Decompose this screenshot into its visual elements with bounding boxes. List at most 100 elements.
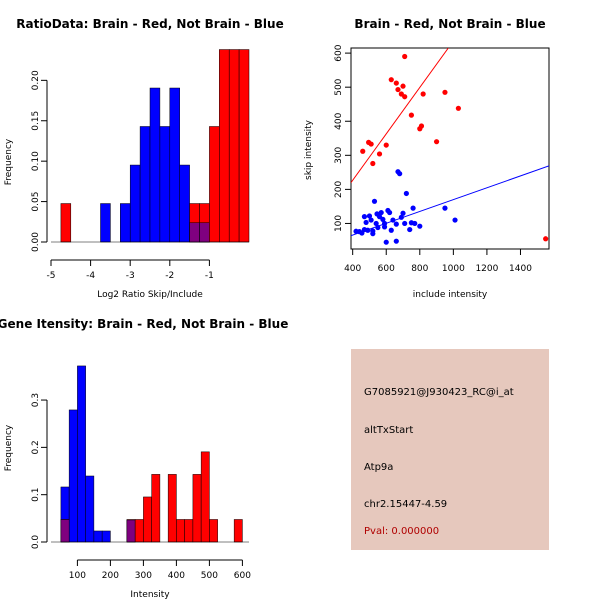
scatter-point-brain-0 xyxy=(360,148,366,154)
ratio-histogram-ylabel: Frequency xyxy=(4,138,14,185)
scatter-point-brain-5 xyxy=(383,142,389,148)
intensity-hist-y-tick-label-3: 0.3 xyxy=(31,393,41,407)
scatter-y-tick-label-3: 400 xyxy=(334,112,344,129)
scatter-plot-frame xyxy=(350,47,550,250)
scatter-point-not-brain-26 xyxy=(402,220,408,227)
ratio-hist-bar-overlap-3 xyxy=(199,222,210,243)
intensity-hist-bar-not-brain-3 xyxy=(85,475,95,543)
ratio-hist-x-tick-label-0: -5 xyxy=(47,271,56,281)
intensity-hist-bar-brain-9 xyxy=(200,451,210,543)
scatter-point-brain-17 xyxy=(433,139,440,145)
intensity-hist-x-tick-label-5: 600 xyxy=(234,571,251,581)
scatter-point-not-brain-6 xyxy=(366,213,373,219)
ratio-hist-x-tick-label-4: -1 xyxy=(205,271,214,281)
scatter-x-tick-label-0: 400 xyxy=(344,264,361,274)
ratio-hist-y-tick-label-2: 0.10 xyxy=(31,151,41,171)
scatter-x-tick-label-2: 800 xyxy=(411,264,428,274)
intensity-hist-x-tick-label-2: 300 xyxy=(135,571,152,581)
gene-symbol: Atp9a xyxy=(364,462,394,473)
scatter-point-not-brain-17 xyxy=(383,239,389,245)
scatter-point-not-brain-30 xyxy=(410,205,416,211)
intensity-hist-bar-brain-8 xyxy=(192,474,202,543)
scatter-y-tick-label-4: 500 xyxy=(334,78,344,95)
scatter-fit-line-brain xyxy=(351,48,449,183)
intensity-histogram-axes: 100 200 300 400 500 600 0.0 0.1 0.2 0.3 xyxy=(31,393,251,581)
ratio-hist-bar-brain-6 xyxy=(228,49,240,243)
ratio-hist-bar-not-brain-3 xyxy=(139,126,151,243)
intensity-histogram-bars xyxy=(51,365,249,543)
ratio-hist-x-tick-label-1: -4 xyxy=(86,271,95,281)
scatter-point-not-brain-12 xyxy=(375,224,381,231)
ratio-hist-bar-not-brain-1 xyxy=(120,203,131,243)
intensity-hist-bar-brain-4 xyxy=(151,474,161,543)
intensity-histogram-title: Gene Itensity: Brain - Red, Not Brain - … xyxy=(0,317,288,331)
ratio-hist-bar-brain-7 xyxy=(238,49,250,243)
scatter-title: Brain - Red, Not Brain - Blue xyxy=(354,17,545,31)
scatter-point-not-brain-24 xyxy=(398,214,404,220)
p-value: Pval: 0.000000 xyxy=(364,526,440,537)
ratio-hist-bar-brain-5 xyxy=(219,49,230,243)
intensity-hist-x-tick-label-3: 400 xyxy=(168,571,185,581)
intensity-hist-bar-brain-3 xyxy=(143,496,152,543)
scatter-point-not-brain-23 xyxy=(397,171,403,177)
ratio-hist-bar-not-brain-2 xyxy=(129,164,141,243)
ratio-hist-x-tick-label-2: -3 xyxy=(126,271,135,281)
scatter-point-brain-16 xyxy=(420,91,426,97)
scatter-point-not-brain-14 xyxy=(378,209,384,216)
scatter-panel: Brain - Red, Not Brain - Blue 400 600 800 1… xyxy=(304,17,550,300)
scatter-ylabel: skip intensity xyxy=(304,119,314,180)
scatter-point-not-brain-5 xyxy=(365,227,371,233)
intensity-hist-bar-overlap-1 xyxy=(126,519,136,543)
scatter-y-tick-label-2: 300 xyxy=(334,146,344,163)
scatter-point-not-brain-20 xyxy=(390,217,396,223)
scatter-point-not-brain-32 xyxy=(417,223,423,229)
scatter-point-brain-6 xyxy=(388,77,394,83)
scatter-x-tick-label-1: 600 xyxy=(378,264,395,274)
scatter-point-not-brain-33 xyxy=(442,205,448,211)
intensity-hist-bar-brain-7 xyxy=(184,519,194,543)
scatter-point-not-brain-39 xyxy=(381,224,388,230)
ratio-histogram-axes: -5 -4 -3 -2 -1 0.00 0.05 0.10 0.15 0.20 xyxy=(31,70,214,281)
intensity-hist-x-tick-label-0: 100 xyxy=(69,571,86,581)
ratio-hist-bar-brain-0 xyxy=(60,203,72,243)
scatter-point-brain-18 xyxy=(442,89,448,95)
ratio-hist-y-tick-label-3: 0.15 xyxy=(31,111,41,131)
intensity-histogram-xlabel: Intensity xyxy=(130,590,170,600)
scatter-x-tick-label-4: 1200 xyxy=(475,264,498,274)
intensity-hist-bar-not-brain-2 xyxy=(77,365,86,543)
scatter-point-not-brain-19 xyxy=(388,227,394,233)
scatter-point-not-brain-10 xyxy=(373,220,379,227)
ratio-hist-y-tick-label-0: 0.00 xyxy=(31,232,41,252)
ratio-hist-bar-not-brain-5 xyxy=(159,126,171,243)
intensity-hist-bar-brain-2 xyxy=(134,519,144,543)
scatter-point-brain-13 xyxy=(408,112,415,118)
intensity-hist-bar-brain-5 xyxy=(167,474,177,543)
ratio-hist-bar-brain-4 xyxy=(209,126,220,243)
scatter-point-not-brain-34 xyxy=(452,217,458,223)
intensity-hist-bar-brain-10 xyxy=(209,519,218,543)
scatter-point-not-brain-21 xyxy=(393,221,399,227)
ratio-hist-bar-not-brain-6 xyxy=(169,87,180,243)
scatter-x-tick-label-5: 1400 xyxy=(509,264,532,274)
intensity-hist-bar-not-brain-4 xyxy=(93,530,103,543)
intensity-hist-x-tick-label-4: 500 xyxy=(201,571,218,581)
scatter-point-not-brain-35 xyxy=(393,238,399,244)
ratio-hist-bar-not-brain-7 xyxy=(179,164,190,243)
scatter-fit-line-not-brain xyxy=(351,165,549,237)
scatter-point-not-brain-25 xyxy=(400,210,406,216)
scatter-point-not-brain-4 xyxy=(363,219,369,226)
probe-info-panel: G7085921@J930423_RC@i_at altTxStart Atp9… xyxy=(351,349,549,550)
intensity-hist-y-tick-label-2: 0.2 xyxy=(31,440,41,454)
scatter-y-tick-label-0: 100 xyxy=(334,215,344,232)
intensity-hist-bar-brain-6 xyxy=(176,519,185,543)
intensity-hist-bar-not-brain-1 xyxy=(68,409,78,543)
scatter-point-not-brain-36 xyxy=(385,207,391,214)
scatter-point-not-brain-15 xyxy=(380,216,386,222)
scatter-point-not-brain-38 xyxy=(361,214,368,220)
scatter-point-not-brain-27 xyxy=(403,190,409,197)
scatter-point-not-brain-37 xyxy=(370,231,376,237)
scatter-marks xyxy=(351,48,549,245)
event-type: altTxStart xyxy=(364,425,414,436)
scatter-axes: 400 600 800 1000 1200 1400 100 200 300 400 500 600 xyxy=(334,44,532,274)
ratio-hist-y-tick-label-1: 0.05 xyxy=(31,192,41,212)
